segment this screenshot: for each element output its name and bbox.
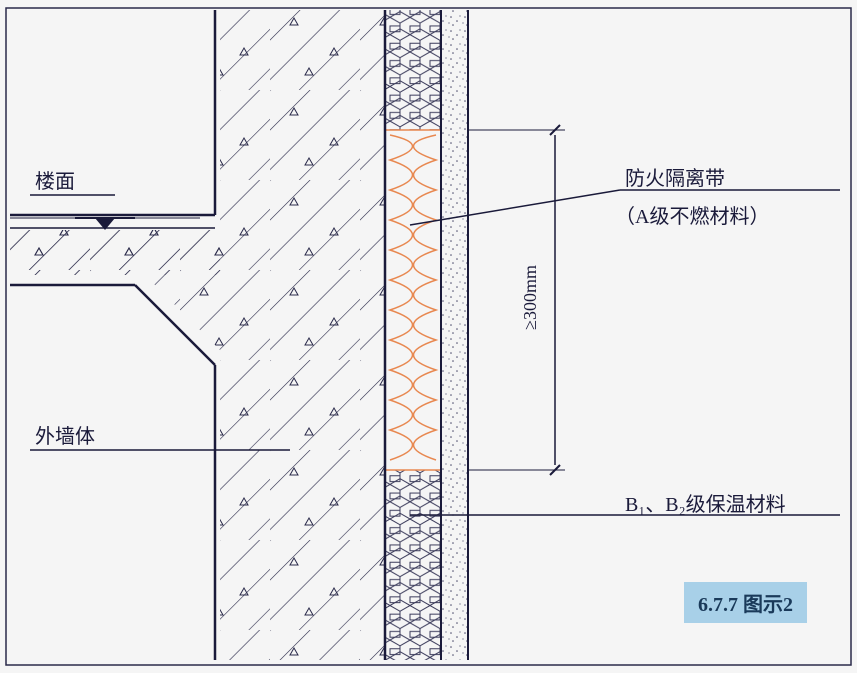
diagram-container: 楼面 外墙体 防火隔离带 （A级不燃材料） B₁、B₂级保温材料 ≥300mm … [0,0,857,673]
figure-badge: 6.7.7 图示2 [684,582,807,623]
label-fire-barrier-2: （A级不燃材料） [615,200,769,229]
dimension-height: ≥300mm [520,265,541,330]
technical-drawing [0,0,857,673]
label-wall: 外墙体 [35,420,95,449]
label-floor: 楼面 [35,165,75,194]
label-insulation: B₁、B₂级保温材料 [625,488,786,517]
label-fire-barrier-1: 防火隔离带 [625,162,725,191]
